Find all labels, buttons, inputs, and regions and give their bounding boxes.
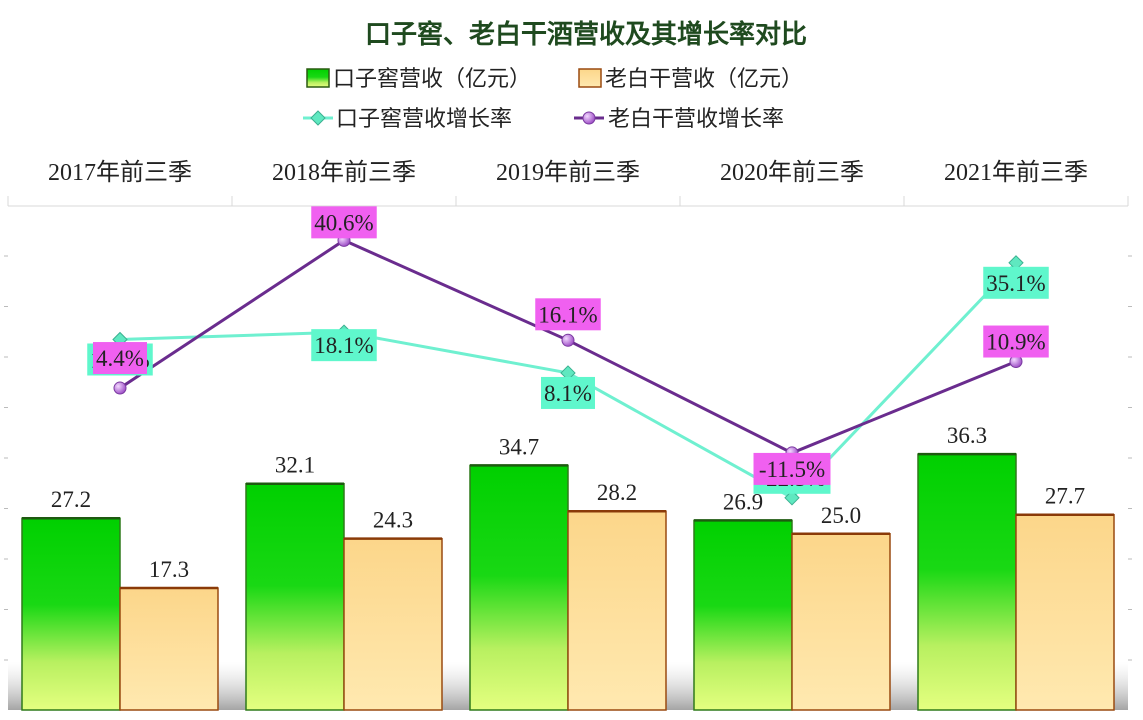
- rate-label-bg: [983, 266, 1049, 299]
- legend-swatch-tan-bar: [578, 68, 602, 88]
- left-axis-ticks: [4, 255, 8, 661]
- bar-value-label: 25.0: [821, 503, 861, 528]
- legend-item-laobaigan-growth: 老白干营收增长率: [574, 107, 784, 132]
- rate-label: 18.1%: [311, 329, 377, 362]
- bar-laobaigan: [791, 533, 891, 711]
- diamond-icon: [310, 110, 326, 126]
- rate-label-bg: [311, 329, 377, 362]
- rate-label: 16.1%: [535, 298, 601, 331]
- bar-laobaigan: [1015, 513, 1115, 711]
- bar-value-label: 34.7: [499, 434, 539, 459]
- category-label: 2020年前三季: [720, 159, 864, 186]
- category-axis: 2017年前三季 2018年前三季 2019年前三季 2020年前三季 2021年前三季: [7, 159, 1129, 207]
- bar-kouzijiao: [21, 517, 121, 711]
- rate-label: 10.9%: [983, 325, 1049, 358]
- legend-swatch-green-bar: [306, 68, 330, 88]
- rate-label-text: 18.1%: [314, 333, 373, 358]
- legend: 口子窖营收（亿元） 老白干营收（亿元） 口子窖营收增长率 老白干营收增长率: [303, 67, 803, 132]
- chart-title: 口子窖、老白干酒营收及其增长率对比: [365, 19, 807, 50]
- rate-label-text: 8.1%: [544, 381, 592, 406]
- diamond-marker: [784, 490, 800, 506]
- bar-value-label: 36.3: [947, 423, 987, 448]
- sphere-marker: [113, 381, 127, 395]
- bar-value-label: 28.2: [597, 480, 637, 505]
- legend-label: 老白干营收增长率: [608, 107, 784, 132]
- bar-laobaigan: [119, 587, 219, 711]
- rate-label: -11.5%: [753, 452, 831, 485]
- rate-label: 35.1%: [983, 266, 1049, 299]
- category-label: 2017年前三季: [48, 159, 192, 186]
- bar-kouzijiao: [693, 519, 793, 711]
- legend-item-kouzijiao-revenue: 口子窖营收（亿元）: [306, 67, 531, 92]
- rate-label-bg: [535, 298, 601, 331]
- sphere-marker: [561, 333, 575, 347]
- bar-kouzijiao: [917, 453, 1017, 711]
- bar-series: [21, 452, 1115, 711]
- legend-item-kouzijiao-growth: 口子窖营收增长率: [303, 107, 512, 132]
- bar-value-label: 32.1: [275, 453, 315, 478]
- sphere-icon: [582, 111, 596, 125]
- legend-label: 老白干营收（亿元）: [605, 67, 803, 92]
- rate-label: 40.6%: [311, 206, 377, 239]
- rate-label-text: 35.1%: [986, 271, 1045, 296]
- rate-label-bg: [753, 452, 831, 485]
- bar-value-label: 27.2: [51, 487, 91, 512]
- bar-laobaigan: [567, 510, 667, 711]
- line-value-labels: 16.3%18.1%8.1%-22.5%35.1%4.4%40.6%16.1%-…: [87, 206, 1049, 494]
- category-label: 2018年前三季: [272, 159, 416, 186]
- legend-label: 口子窖营收（亿元）: [333, 67, 531, 92]
- category-label: 2019年前三季: [496, 159, 640, 186]
- category-label: 2021年前三季: [944, 159, 1088, 186]
- rate-label-bg: [311, 206, 377, 239]
- rate-label-bg: [983, 325, 1049, 358]
- bar-laobaigan: [343, 537, 443, 711]
- bar-value-label: 24.3: [373, 508, 413, 533]
- legend-item-laobaigan-revenue: 老白干营收（亿元）: [578, 67, 803, 92]
- rate-label-text: 10.9%: [986, 330, 1045, 355]
- rate-label: 8.1%: [541, 376, 595, 409]
- bar-kouzijiao: [245, 482, 345, 711]
- right-axis-ticks: [1128, 255, 1132, 661]
- bar-value-labels: 27.232.134.726.936.317.324.328.225.027.7: [51, 423, 1085, 582]
- legend-label: 口子窖营收增长率: [336, 107, 512, 132]
- rate-label-text: -11.5%: [759, 457, 825, 482]
- rate-label-bg: [541, 376, 595, 409]
- rate-label-text: 4.4%: [96, 346, 144, 371]
- rate-label-text: 40.6%: [314, 210, 373, 235]
- rate-label-bg: [93, 342, 147, 375]
- bar-kouzijiao: [469, 464, 569, 711]
- rate-label-text: 16.1%: [538, 302, 597, 327]
- bar-value-label: 27.7: [1045, 484, 1085, 509]
- bar-value-label: 17.3: [149, 557, 189, 582]
- rate-label: 4.4%: [93, 342, 147, 375]
